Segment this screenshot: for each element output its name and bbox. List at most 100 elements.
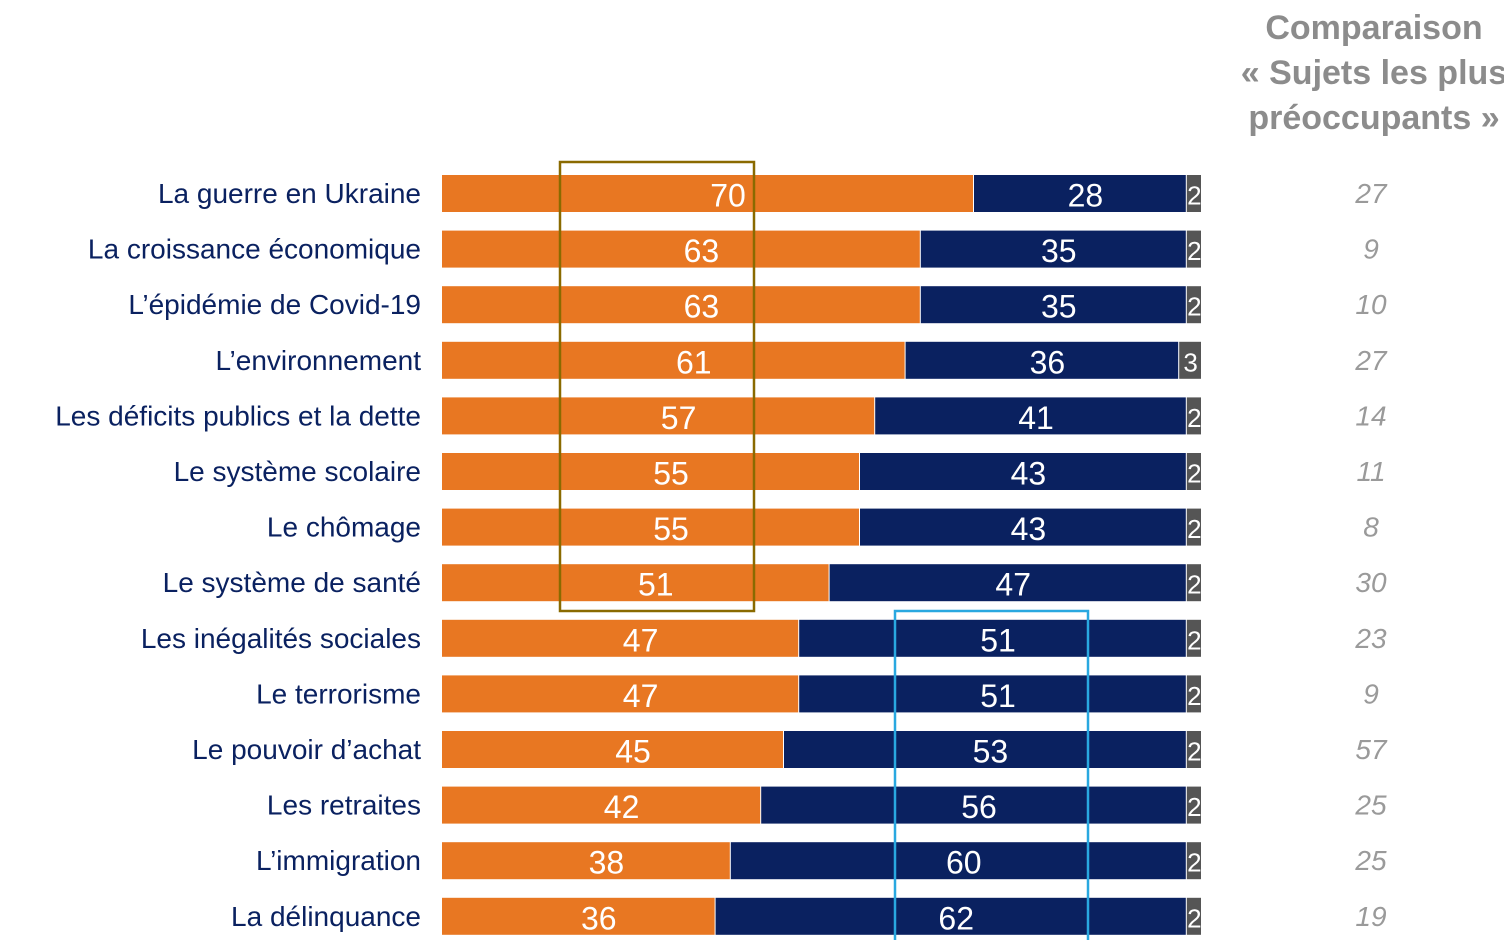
- bar-segment: [1186, 731, 1201, 768]
- bar-segment: [875, 397, 1186, 435]
- data-label: 2: [1187, 292, 1201, 322]
- data-label: 2: [1187, 681, 1201, 711]
- data-label: 2: [1187, 792, 1201, 822]
- bar-segment: [920, 230, 1186, 268]
- bar-segment: [905, 341, 1179, 379]
- data-label: 56: [961, 789, 997, 825]
- comparison-value: 8: [1363, 512, 1379, 543]
- data-label: 3: [1183, 347, 1197, 377]
- data-label: 55: [653, 456, 689, 492]
- comparison-header-line-1: Comparaison: [1265, 9, 1483, 47]
- bar-segment: [442, 286, 920, 324]
- data-label: 55: [653, 511, 689, 547]
- data-label: 43: [1011, 511, 1047, 547]
- data-label: 51: [980, 678, 1016, 714]
- bar-segment: [1186, 786, 1201, 824]
- bar-segment: [799, 619, 1186, 657]
- comparison-value: 25: [1354, 790, 1387, 821]
- data-label: 35: [1041, 289, 1077, 325]
- bar-segment: [1186, 286, 1201, 324]
- data-label: 61: [676, 344, 712, 380]
- category-label: Le terrorisme: [256, 678, 421, 709]
- comparison-value: 57: [1355, 734, 1388, 765]
- comparison-value: 19: [1355, 901, 1386, 932]
- data-label: 47: [995, 567, 1031, 603]
- data-label: 38: [589, 845, 625, 881]
- category-label: La délinquance: [231, 901, 421, 932]
- data-label: 63: [684, 233, 720, 269]
- bar-segment: [920, 286, 1186, 324]
- bar-segment: [442, 508, 859, 546]
- bar-segment: [1186, 230, 1201, 268]
- data-label: 2: [1187, 903, 1201, 933]
- data-label: 63: [684, 289, 720, 325]
- category-label: L’épidémie de Covid-19: [128, 289, 421, 320]
- bar-segment: [1186, 453, 1201, 490]
- bar-segment: [1186, 619, 1201, 657]
- data-label: 70: [710, 178, 746, 214]
- bar-segment: [1179, 341, 1201, 379]
- data-label: 2: [1187, 625, 1201, 655]
- data-label: 45: [615, 734, 651, 770]
- bar-segment: [442, 397, 875, 435]
- bar-segment: [860, 453, 1186, 490]
- data-label: 47: [623, 622, 659, 658]
- bar-segment: [715, 897, 1186, 935]
- bar-segment: [442, 564, 829, 602]
- comparison-value: 10: [1355, 289, 1387, 320]
- data-label: 51: [980, 622, 1016, 658]
- bar-segment: [1186, 564, 1201, 602]
- data-label: 43: [1011, 456, 1047, 492]
- bar-segment: [442, 731, 783, 768]
- bar-segment: [442, 786, 761, 824]
- data-label: 42: [604, 789, 640, 825]
- comparison-value: 9: [1363, 234, 1379, 265]
- category-label: Le chômage: [267, 512, 421, 543]
- category-label: La guerre en Ukraine: [158, 178, 421, 209]
- bar-segment: [799, 675, 1186, 713]
- bar-segment: [442, 842, 730, 880]
- data-label: 2: [1187, 514, 1201, 544]
- data-label: 2: [1187, 403, 1201, 433]
- bar-segment: [442, 341, 905, 379]
- bar-segment: [442, 619, 799, 657]
- bar-segment: [1186, 897, 1201, 935]
- bar-segment: [730, 842, 1186, 880]
- category-label: Les déficits publics et la dette: [55, 400, 421, 431]
- data-label: 2: [1187, 459, 1201, 489]
- category-label: La croissance économique: [88, 234, 421, 265]
- bar-segment: [860, 508, 1186, 546]
- bar-segment: [829, 564, 1186, 602]
- data-label: 36: [1030, 344, 1066, 380]
- comparison-header-line-3: préoccupants »: [1248, 99, 1500, 137]
- category-label: Les retraites: [267, 790, 421, 821]
- bar-segment: [442, 897, 715, 935]
- comparison-value: 30: [1355, 567, 1387, 598]
- comparison-value: 9: [1363, 678, 1379, 709]
- highlight-box-top: [558, 160, 756, 613]
- category-label: Les inégalités sociales: [141, 623, 421, 654]
- data-label: 57: [661, 400, 697, 436]
- category-label: Le pouvoir d’achat: [192, 734, 421, 765]
- data-label: 2: [1187, 236, 1201, 266]
- data-label: 41: [1018, 400, 1054, 436]
- bar-segment: [1186, 675, 1201, 713]
- data-label: 51: [638, 567, 674, 603]
- bar-segment: [1186, 508, 1201, 546]
- comparison-value: 14: [1355, 400, 1386, 431]
- bar-segment: [1186, 175, 1201, 212]
- data-label: 35: [1041, 233, 1077, 269]
- comparison-header-line-2: « Sujets les plus: [1240, 54, 1504, 92]
- comparison-value: 27: [1354, 345, 1388, 376]
- highlight-box-bottom: [893, 609, 1090, 940]
- category-label: L’environnement: [216, 345, 422, 376]
- bar-segment: [1186, 397, 1201, 435]
- data-label: 53: [973, 734, 1009, 770]
- bar-segment: [442, 453, 859, 490]
- category-label: L’immigration: [256, 845, 421, 876]
- data-label: 62: [938, 900, 974, 936]
- bar-segment: [1186, 842, 1201, 880]
- data-label: 2: [1187, 737, 1201, 767]
